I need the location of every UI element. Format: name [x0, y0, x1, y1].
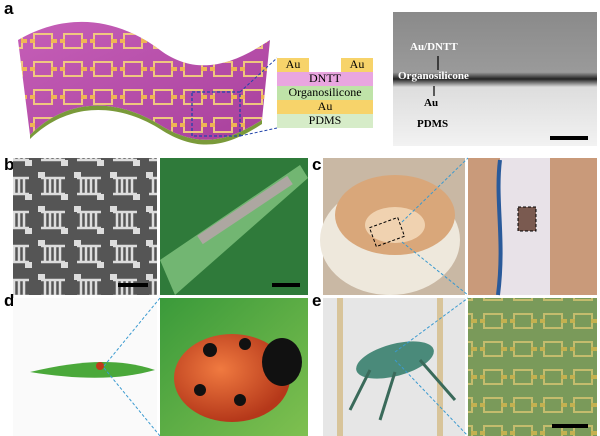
layer-label: Au [286, 57, 301, 71]
scale-bar [550, 136, 588, 140]
panel-label: b [4, 155, 14, 174]
panel-label: d [4, 291, 14, 310]
zoom-box [368, 216, 406, 248]
scale-bar [272, 283, 300, 287]
scale-bar [118, 283, 148, 287]
sem-label: Au/DNTT [410, 41, 458, 53]
spot [203, 343, 217, 357]
au-pad [277, 58, 309, 72]
leaf [30, 361, 155, 378]
zoom-line [394, 359, 469, 436]
spot [239, 338, 251, 350]
ladybug [96, 362, 104, 370]
layer-label: Au [350, 57, 365, 71]
legs [348, 359, 457, 421]
layer [277, 86, 373, 100]
sem-label: PDMS [417, 118, 448, 130]
layer-label: Au [318, 99, 333, 113]
zoom-line [239, 127, 278, 137]
layer [277, 114, 373, 128]
sem-image [393, 12, 597, 146]
layer [277, 100, 373, 114]
panel-label: a [4, 0, 14, 18]
layer-label: DNTT [309, 71, 342, 85]
panel-label: c [312, 155, 321, 174]
zoom-box [517, 206, 537, 232]
device [197, 175, 293, 245]
scale-bar [552, 424, 588, 428]
zoom-line [401, 157, 469, 223]
sem-label: Au [424, 97, 438, 109]
panel-label: e [312, 291, 321, 310]
electrode-array [18, 21, 270, 140]
au-pad [341, 58, 373, 72]
zoom-box [191, 91, 241, 137]
ladybug [174, 334, 290, 422]
layer-label: PDMS [309, 113, 342, 127]
spot [194, 384, 206, 396]
electrode-array [468, 298, 597, 436]
ladybug-head [262, 338, 302, 386]
zoom-line [401, 241, 469, 296]
layer-label: Organosilicone [288, 85, 361, 99]
layer [277, 72, 373, 86]
vessel [496, 159, 503, 296]
spot [234, 394, 246, 406]
brain [365, 207, 425, 243]
zoom-line [239, 57, 278, 93]
electrode-array [13, 158, 157, 295]
sem-label: Organosilicone [398, 70, 469, 82]
zoom-line [394, 297, 469, 353]
